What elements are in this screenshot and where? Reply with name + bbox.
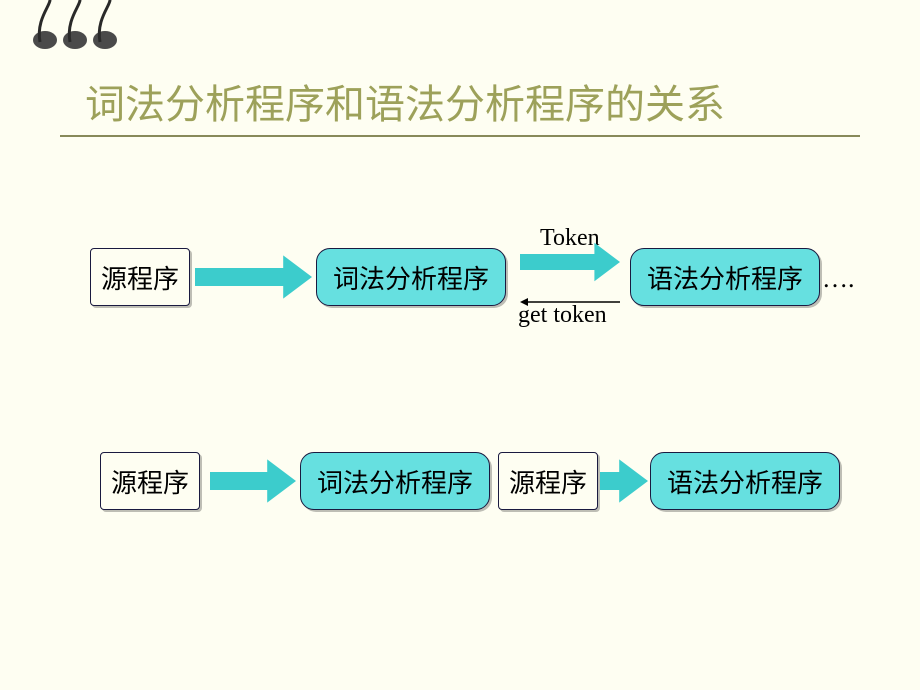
title-underline	[60, 135, 860, 137]
slide: 词法分析程序和语法分析程序的关系 源程序 词法分析程序 语法分析程序 …. To…	[0, 0, 920, 690]
r1-parser-node: 语法分析程序	[630, 248, 820, 306]
r1-lexer-label: 词法分析程序	[333, 259, 489, 296]
r2-source1-node: 源程序	[100, 452, 200, 510]
arrow-r2-source-to-lexer	[208, 454, 298, 508]
r1-source-node: 源程序	[90, 248, 190, 306]
r2-source2-node: 源程序	[498, 452, 598, 510]
spiral-binding-icon	[30, 0, 210, 60]
r1-trailing-dots: ….	[822, 264, 855, 294]
r2-parser-label: 语法分析程序	[667, 463, 823, 500]
page-title: 词法分析程序和语法分析程序的关系	[85, 72, 725, 130]
arrow-r2-source-to-parser	[598, 454, 650, 508]
r1-parser-label: 语法分析程序	[647, 259, 803, 296]
r2-lexer-label: 词法分析程序	[317, 463, 473, 500]
r2-parser-node: 语法分析程序	[650, 452, 840, 510]
arrow-get-token	[514, 292, 626, 312]
arrow-source-to-lexer	[193, 250, 314, 304]
r2-lexer-node: 词法分析程序	[300, 452, 490, 510]
arrow-token	[518, 238, 622, 286]
r1-lexer-node: 词法分析程序	[316, 248, 506, 306]
r2-source2-label: 源程序	[509, 463, 587, 500]
r2-source1-label: 源程序	[111, 463, 189, 500]
r1-source-label: 源程序	[101, 259, 179, 296]
